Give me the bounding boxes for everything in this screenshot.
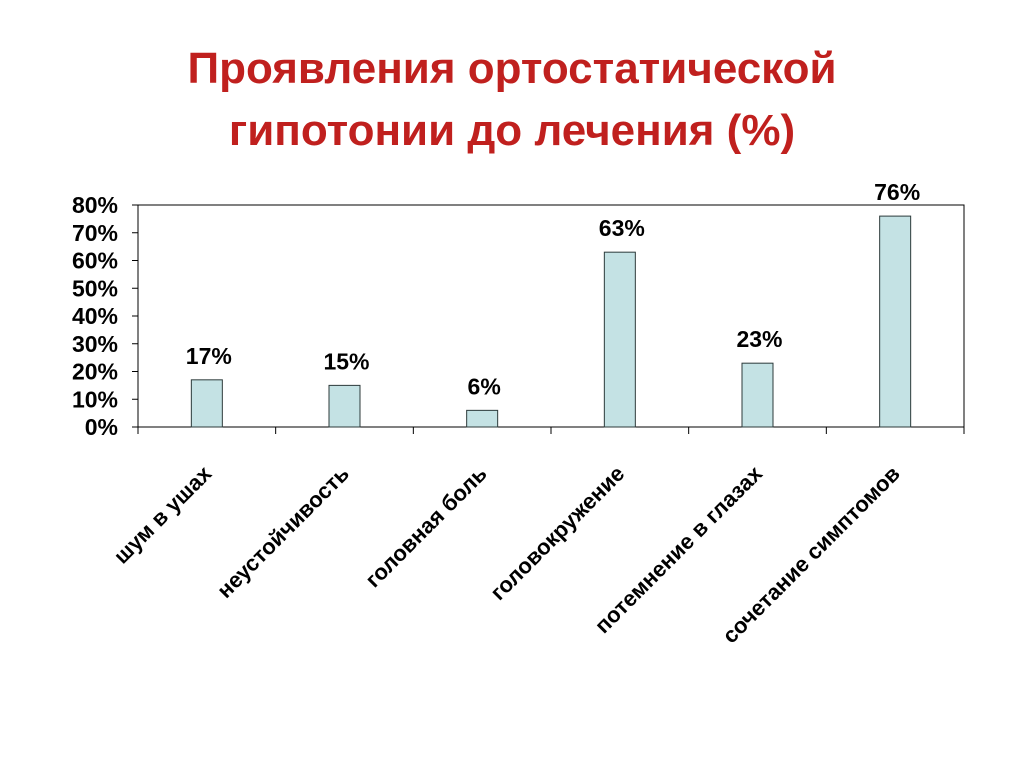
y-tick-label: 30% xyxy=(72,331,118,357)
data-label: 23% xyxy=(736,326,782,352)
y-tick-label: 10% xyxy=(72,386,118,412)
bar xyxy=(741,362,774,428)
y-tick-label: 0% xyxy=(85,414,118,440)
y-tick-label: 70% xyxy=(72,220,118,246)
bar xyxy=(190,379,223,428)
y-tick-label: 50% xyxy=(72,275,118,301)
data-label: 15% xyxy=(323,348,369,374)
category-label: головная боль xyxy=(360,461,491,592)
bar xyxy=(328,384,361,428)
data-labels: 17% 15% 6% 63% 23% 76% xyxy=(186,179,920,399)
bar xyxy=(603,251,636,428)
y-axis: 0%10%20%30%40%50%60%70%80% xyxy=(72,192,138,440)
data-label: 63% xyxy=(599,215,645,241)
data-label: 6% xyxy=(468,373,501,399)
bars xyxy=(190,215,912,428)
category-label: шум в ушах xyxy=(109,460,217,568)
plot-area xyxy=(137,204,965,428)
title-line-2: гипотонии до лечения (%) xyxy=(228,106,796,155)
bar xyxy=(466,409,499,428)
data-label: 76% xyxy=(874,179,920,205)
slide-title: Проявления ортостатической гипотонии до … xyxy=(0,38,1024,162)
y-tick-label: 60% xyxy=(72,248,118,274)
data-label: 17% xyxy=(186,343,232,369)
bar xyxy=(879,215,912,428)
category-label: головокружение xyxy=(485,461,629,605)
y-tick-label: 20% xyxy=(72,359,118,385)
category-label: неустойчивость xyxy=(212,461,354,603)
title-line-1: Проявления ортостатической xyxy=(187,44,837,93)
y-tick-label: 40% xyxy=(72,303,118,329)
y-tick-label: 80% xyxy=(72,192,118,218)
